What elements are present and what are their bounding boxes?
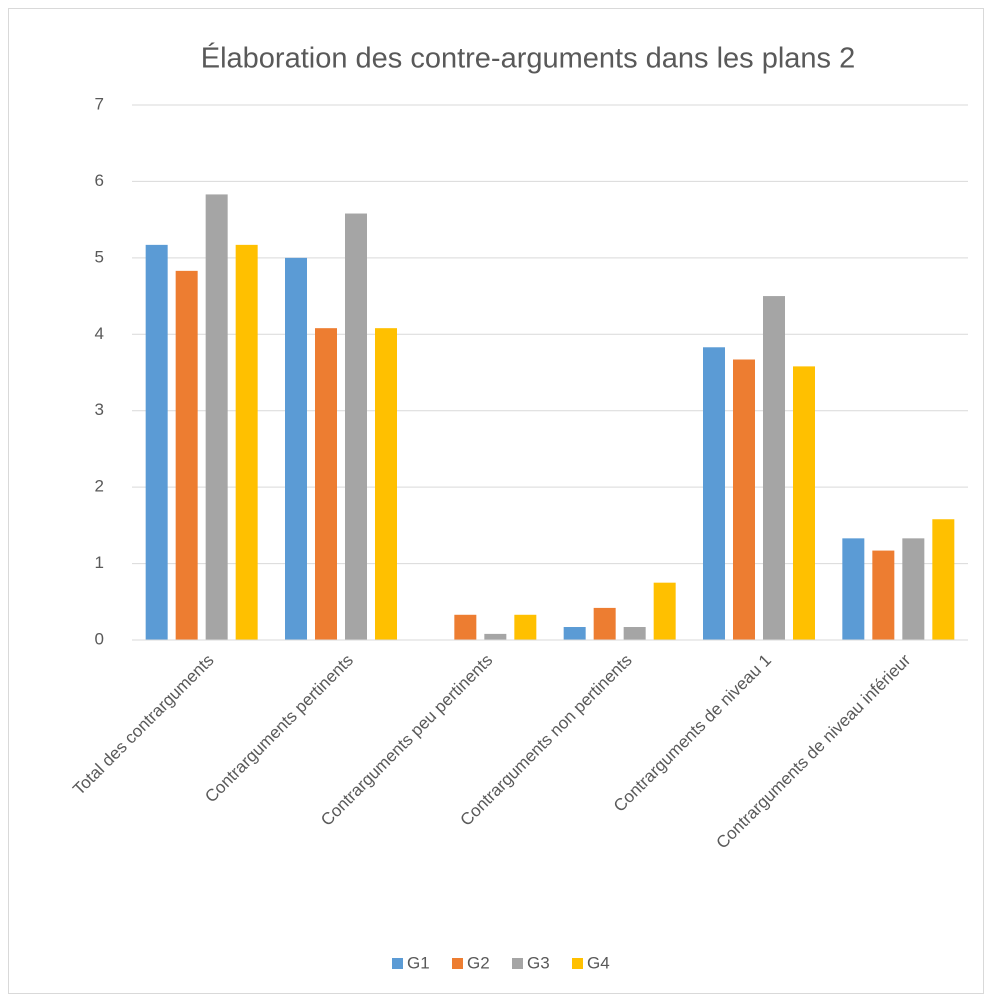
bar <box>842 538 865 640</box>
legend-swatch <box>392 958 403 969</box>
bar <box>454 614 477 640</box>
legend-swatch <box>452 958 463 969</box>
y-tick-label: 3 <box>95 400 104 419</box>
legend-label: G2 <box>467 953 490 972</box>
y-tick-label: 4 <box>95 324 104 343</box>
legend-swatch <box>512 958 523 969</box>
y-tick-label: 2 <box>95 477 104 496</box>
bar <box>175 270 198 640</box>
bar <box>932 519 955 640</box>
bar <box>205 194 228 640</box>
bar <box>145 244 168 640</box>
y-tick-label: 7 <box>95 94 104 113</box>
bar <box>793 366 815 640</box>
bar <box>345 213 367 640</box>
bar <box>703 347 725 640</box>
bar <box>902 538 925 640</box>
bar <box>315 328 337 640</box>
bar <box>763 296 785 640</box>
y-tick-label: 5 <box>95 247 104 266</box>
bar <box>623 627 646 640</box>
chart-border <box>8 8 984 994</box>
bar <box>872 550 895 640</box>
y-tick-label: 0 <box>95 629 104 648</box>
bar <box>653 582 676 640</box>
bar <box>285 257 307 640</box>
legend-label: G3 <box>527 953 550 972</box>
bar <box>563 627 586 640</box>
y-tick-label: 6 <box>95 171 104 190</box>
y-tick-label: 1 <box>95 553 104 572</box>
bar <box>593 607 616 640</box>
bar <box>484 633 507 640</box>
chart-title: Élaboration des contre-arguments dans le… <box>201 42 856 75</box>
legend-swatch <box>572 958 583 969</box>
bar <box>733 359 755 640</box>
legend-label: G4 <box>587 953 610 972</box>
bar <box>375 328 397 640</box>
legend-label: G1 <box>407 953 430 972</box>
bar <box>235 244 258 640</box>
bar <box>514 614 537 640</box>
